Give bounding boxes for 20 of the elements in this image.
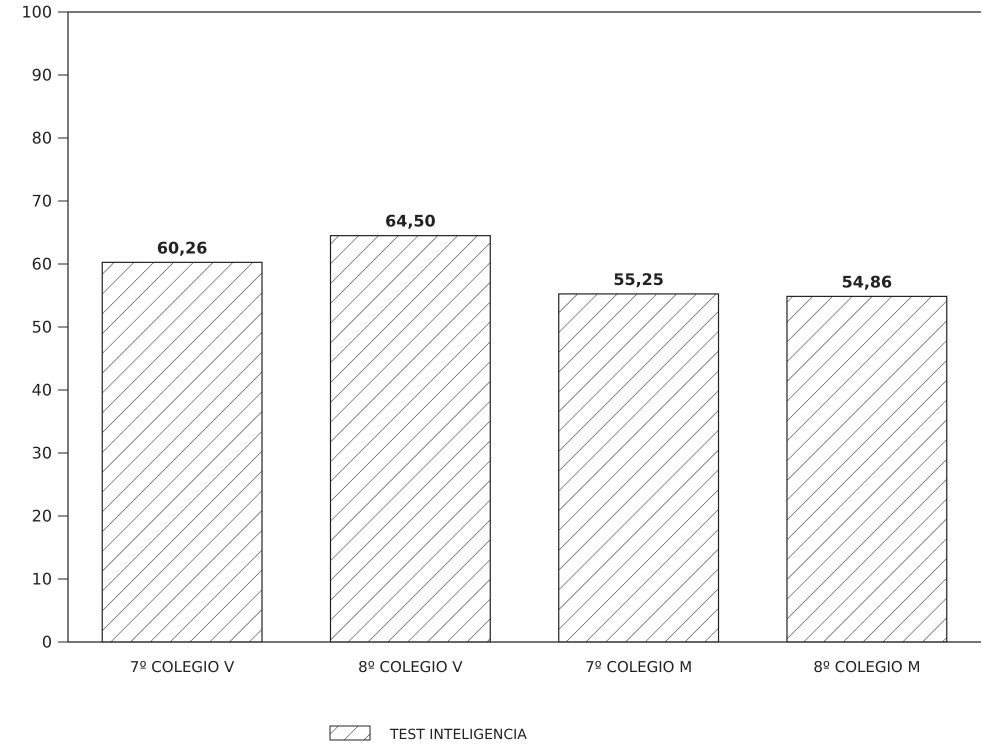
y-tick-label: 0 (42, 632, 52, 652)
x-tick-label: 8º COLEGIO M (813, 658, 920, 676)
y-tick-label: 90 (32, 66, 52, 85)
y-tick-label: 100 (21, 2, 52, 22)
y-tick-label: 70 (32, 192, 52, 211)
x-tick-label: 7º COLEGIO M (585, 658, 692, 676)
text: 64,50 (385, 212, 436, 231)
text: 55,25 (613, 270, 664, 289)
y-tick-label: 10 (32, 570, 52, 589)
legend-label: TEST INTELIGENCIA (389, 726, 528, 743)
y-tick-label: 40 (32, 380, 52, 400)
y-tick-label: 50 (32, 318, 52, 337)
text: 54,86 (842, 272, 892, 292)
y-tick-label: 30 (32, 444, 52, 463)
y-tick-label: 20 (32, 506, 52, 526)
x-tick-label: 7º COLEGIO V (130, 658, 236, 676)
x-tick-label: 8º COLEGIO V (358, 658, 464, 676)
y-tick-label: 60 (32, 254, 52, 274)
y-tick-label: 80 (32, 128, 52, 148)
text: 60,26 (156, 238, 208, 258)
